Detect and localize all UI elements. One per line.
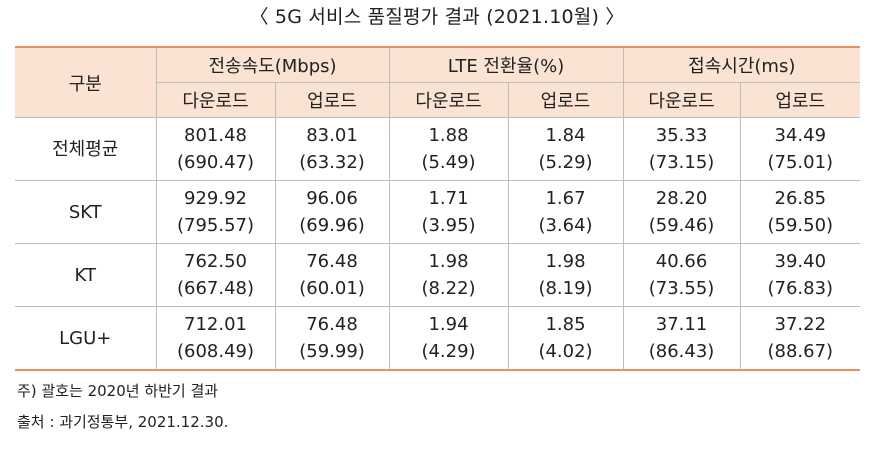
cell-previous-value: (69.96) [299,215,365,236]
table-cell: 37.11 (86.43) [622,306,741,371]
cell-previous-value: (3.95) [421,215,476,236]
cell-value: 40.66 [655,251,708,272]
group-header-speed: 전송속도(Mbps) [155,46,390,83]
table-cell: 801.48 (690.47) [155,117,276,181]
cell-previous-value: (8.22) [421,278,476,299]
table-cell: 35.33 (73.15) [622,117,741,181]
cell-value: 34.49 [774,125,827,146]
cell-value: 76.48 [306,314,358,335]
cell-value: 762.50 [184,251,247,272]
table-cell: 762.50 (667.48) [155,243,276,307]
cell-value: 35.33 [655,125,708,146]
cell-previous-value: (4.29) [421,341,476,362]
header-row-subcolumns: 다운로드 업로드 다운로드 업로드 다운로드 업로드 [15,82,861,118]
table-cell: 83.01 (63.32) [274,117,390,181]
table-cell: 1.67 (3.64) [507,180,624,244]
cell-value: 1.88 [428,125,469,146]
table-cell: 1.88 (5.49) [388,117,509,181]
cell-value: 39.40 [774,251,827,272]
cell-value: 37.22 [774,314,827,335]
table-cell: 96.06 (69.96) [274,180,390,244]
subheader-lte-upload: 업로드 [507,82,624,118]
row-label: LGU+ [15,306,157,371]
row-label: 전체평균 [15,117,157,181]
cell-value: 1.84 [545,125,586,146]
table-cell: 28.20 (59.46) [622,180,741,244]
cell-value: 712.01 [184,314,247,335]
cell-previous-value: (5.49) [421,152,476,173]
footnote: 주) 괄호는 2020년 하반기 결과 [17,382,219,400]
cell-previous-value: (76.83) [767,278,834,299]
row-label: KT [15,243,157,307]
cell-previous-value: (60.01) [299,278,365,299]
table-title: 〈 5G 서비스 품질평가 결과 (2021.10월) 〉 [249,6,625,28]
table-row-lgu: LGU+ 712.01 (608.49) 76.48 (59.99) 1.94 (4.… [15,306,861,371]
cell-value: 929.92 [184,188,247,209]
cell-previous-value: (59.46) [648,215,715,236]
cell-value: 1.71 [428,188,469,209]
cell-value: 37.11 [655,314,708,335]
table-cell: 1.98 (8.22) [388,243,509,307]
table-cell: 76.48 (60.01) [274,243,390,307]
cell-value: 1.67 [545,188,586,209]
row-header-label: 구분 [15,46,157,118]
cell-previous-value: (63.32) [299,152,365,173]
cell-previous-value: (75.01) [767,152,834,173]
table-cell: 37.22 (88.67) [739,306,861,371]
table-cell: 40.66 (73.55) [622,243,741,307]
cell-value: 28.20 [655,188,708,209]
cell-previous-value: (5.29) [538,152,593,173]
cell-previous-value: (59.99) [299,341,365,362]
group-header-lte-switch-rate: LTE 전환율(%) [388,46,624,83]
row-label: SKT [15,180,157,244]
cell-value: 76.48 [306,251,358,272]
cell-previous-value: (73.55) [648,278,715,299]
subheader-connect-upload: 업로드 [739,82,861,118]
cell-value: 83.01 [306,125,358,146]
table-cell: 76.48 (59.99) [274,306,390,371]
cell-previous-value: (795.57) [176,215,255,236]
table-row-skt: SKT 929.92 (795.57) 96.06 (69.96) 1.71 (3.9… [15,180,861,244]
cell-value: 26.85 [774,188,827,209]
quality-results-table: 구분 전송속도(Mbps) LTE 전환율(%) 접속시간(ms) 다운로드 업… [15,46,861,371]
cell-value: 1.98 [545,251,586,272]
cell-value: 1.94 [428,314,469,335]
table-cell: 34.49 (75.01) [739,117,861,181]
cell-value: 1.98 [428,251,469,272]
subheader-speed-upload: 업로드 [274,82,390,118]
subheader-connect-download: 다운로드 [622,82,741,118]
table-cell: 712.01 (608.49) [155,306,276,371]
table-cell: 1.71 (3.95) [388,180,509,244]
source-note: 출처 : 과기정통부, 2021.12.30. [17,413,229,431]
cell-previous-value: (8.19) [538,278,593,299]
cell-value: 801.48 [184,125,247,146]
cell-previous-value: (690.47) [176,152,255,173]
table-cell: 1.85 (4.02) [507,306,624,371]
table-cell: 1.94 (4.29) [388,306,509,371]
cell-value: 1.85 [545,314,586,335]
group-header-connect-time: 접속시간(ms) [622,46,861,83]
table-cell: 929.92 (795.57) [155,180,276,244]
cell-previous-value: (88.67) [767,341,834,362]
table-row-overall-average: 전체평균 801.48 (690.47) 83.01 (63.32) 1.88 (5.… [15,117,861,181]
table-cell: 1.84 (5.29) [507,117,624,181]
table-cell: 1.98 (8.19) [507,243,624,307]
cell-previous-value: (73.15) [648,152,715,173]
cell-previous-value: (86.43) [648,341,715,362]
cell-previous-value: (59.50) [767,215,834,236]
cell-value: 96.06 [306,188,358,209]
subheader-speed-download: 다운로드 [156,82,276,118]
table-cell: 39.40 (76.83) [739,243,861,307]
table-cell: 26.85 (59.50) [739,180,861,244]
subheader-lte-download: 다운로드 [388,82,509,118]
cell-previous-value: (608.49) [176,341,255,362]
cell-previous-value: (667.48) [176,278,255,299]
header-row-groups: 구분 전송속도(Mbps) LTE 전환율(%) 접속시간(ms) [15,46,861,118]
table-row-kt: KT 762.50 (667.48) 76.48 (60.01) 1.98 (8.22… [15,243,861,307]
cell-previous-value: (3.64) [538,215,593,236]
cell-previous-value: (4.02) [538,341,593,362]
